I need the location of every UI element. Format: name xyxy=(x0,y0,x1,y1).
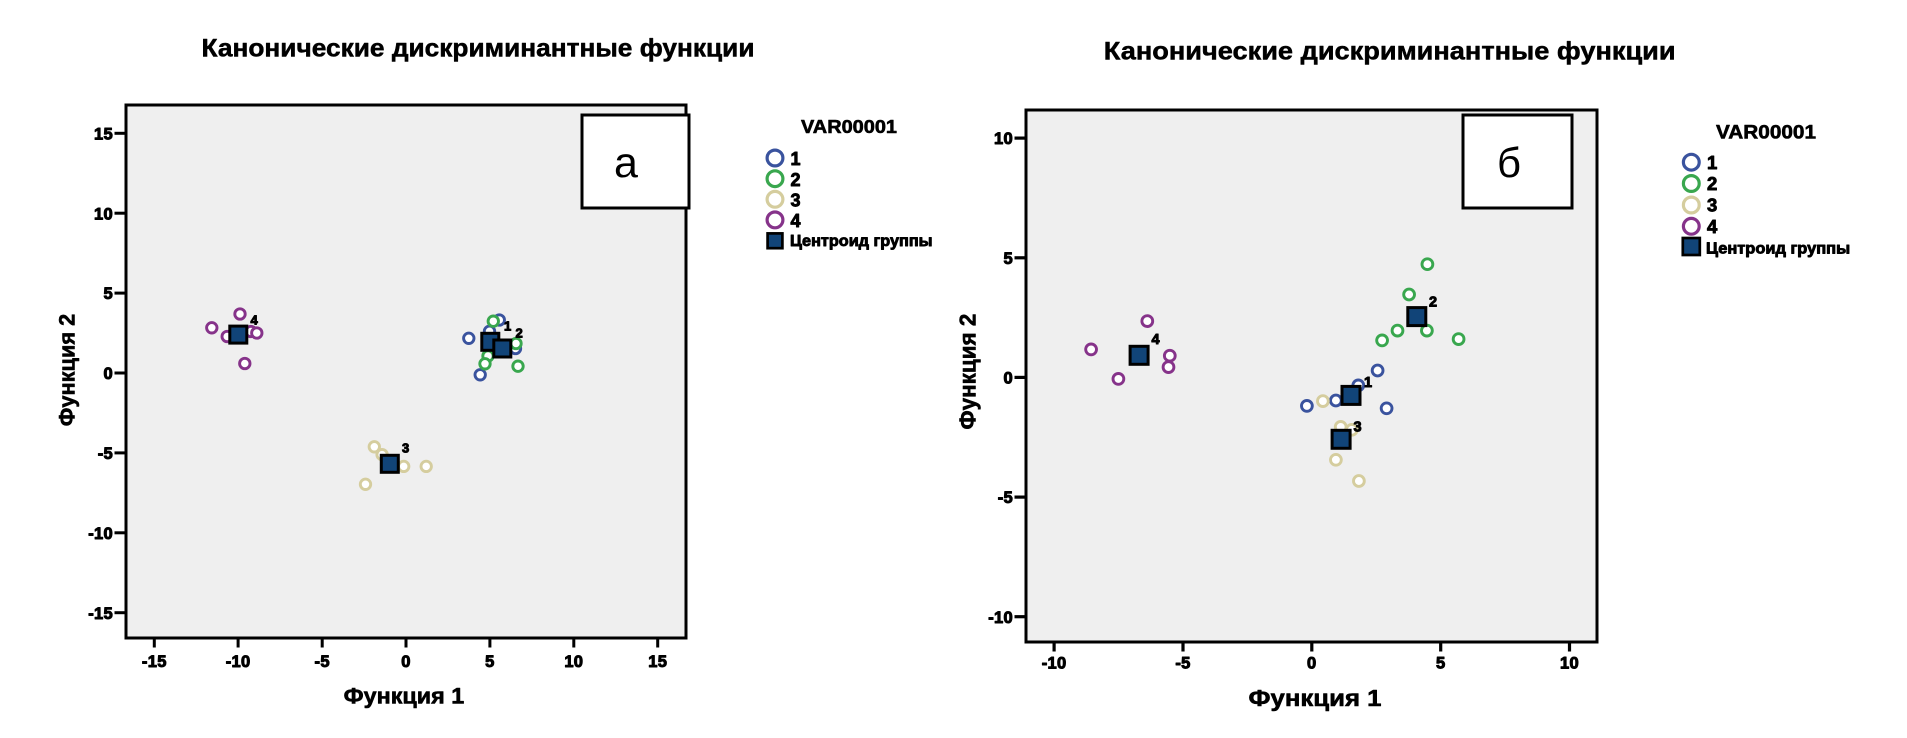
svg-text:-5: -5 xyxy=(98,445,113,463)
svg-text:Канонические дискриминантные ф: Канонические дискриминантные функции xyxy=(202,35,755,63)
svg-text:VAR00001: VAR00001 xyxy=(1716,122,1816,144)
svg-text:15: 15 xyxy=(648,653,667,671)
svg-text:1: 1 xyxy=(1707,152,1717,173)
svg-text:5: 5 xyxy=(104,285,113,303)
svg-text:Центроид группы: Центроид группы xyxy=(1706,240,1850,257)
svg-text:0: 0 xyxy=(401,653,410,671)
svg-text:2: 2 xyxy=(516,326,523,341)
svg-text:-5: -5 xyxy=(315,653,330,671)
svg-text:1: 1 xyxy=(1364,375,1372,391)
svg-text:15: 15 xyxy=(94,125,113,143)
svg-text:Центроид группы: Центроид группы xyxy=(790,233,933,250)
svg-text:Канонические дискриминантные ф: Канонические дискриминантные функции xyxy=(1104,38,1676,66)
svg-text:10: 10 xyxy=(1560,655,1579,673)
svg-text:2: 2 xyxy=(791,170,801,190)
svg-text:а: а xyxy=(614,139,638,187)
svg-text:10: 10 xyxy=(564,653,583,671)
svg-text:5: 5 xyxy=(1004,250,1013,268)
svg-text:1: 1 xyxy=(504,319,511,334)
svg-text:5: 5 xyxy=(1436,655,1445,673)
svg-text:3: 3 xyxy=(1707,195,1717,216)
svg-text:4: 4 xyxy=(251,313,259,328)
svg-text:2: 2 xyxy=(1707,173,1717,194)
svg-text:Функция 2: Функция 2 xyxy=(955,314,981,430)
svg-text:10: 10 xyxy=(994,130,1013,148)
svg-text:3: 3 xyxy=(791,191,801,211)
svg-text:0: 0 xyxy=(104,365,113,383)
svg-text:0: 0 xyxy=(1307,655,1316,673)
svg-text:Функция 1: Функция 1 xyxy=(344,684,465,709)
svg-text:-15: -15 xyxy=(88,605,113,623)
svg-text:10: 10 xyxy=(94,205,113,223)
svg-text:1: 1 xyxy=(791,149,801,169)
svg-text:-15: -15 xyxy=(142,653,167,671)
svg-text:Функция 1: Функция 1 xyxy=(1249,685,1382,711)
svg-text:-10: -10 xyxy=(988,609,1013,627)
svg-text:5: 5 xyxy=(485,653,494,671)
svg-text:0: 0 xyxy=(1004,370,1013,388)
svg-text:3: 3 xyxy=(1354,420,1362,436)
svg-text:2: 2 xyxy=(1429,294,1437,310)
svg-text:-10: -10 xyxy=(226,653,251,671)
svg-text:-10: -10 xyxy=(1042,655,1067,673)
svg-text:Функция 2: Функция 2 xyxy=(55,314,80,426)
svg-text:VAR00001: VAR00001 xyxy=(801,116,897,137)
svg-text:б: б xyxy=(1497,139,1521,186)
svg-text:-5: -5 xyxy=(1175,655,1190,673)
svg-text:-10: -10 xyxy=(88,525,113,543)
svg-text:4: 4 xyxy=(791,211,801,231)
svg-text:-5: -5 xyxy=(998,489,1013,507)
svg-text:4: 4 xyxy=(1707,216,1718,237)
svg-text:4: 4 xyxy=(1152,332,1160,348)
svg-text:3: 3 xyxy=(402,441,409,456)
